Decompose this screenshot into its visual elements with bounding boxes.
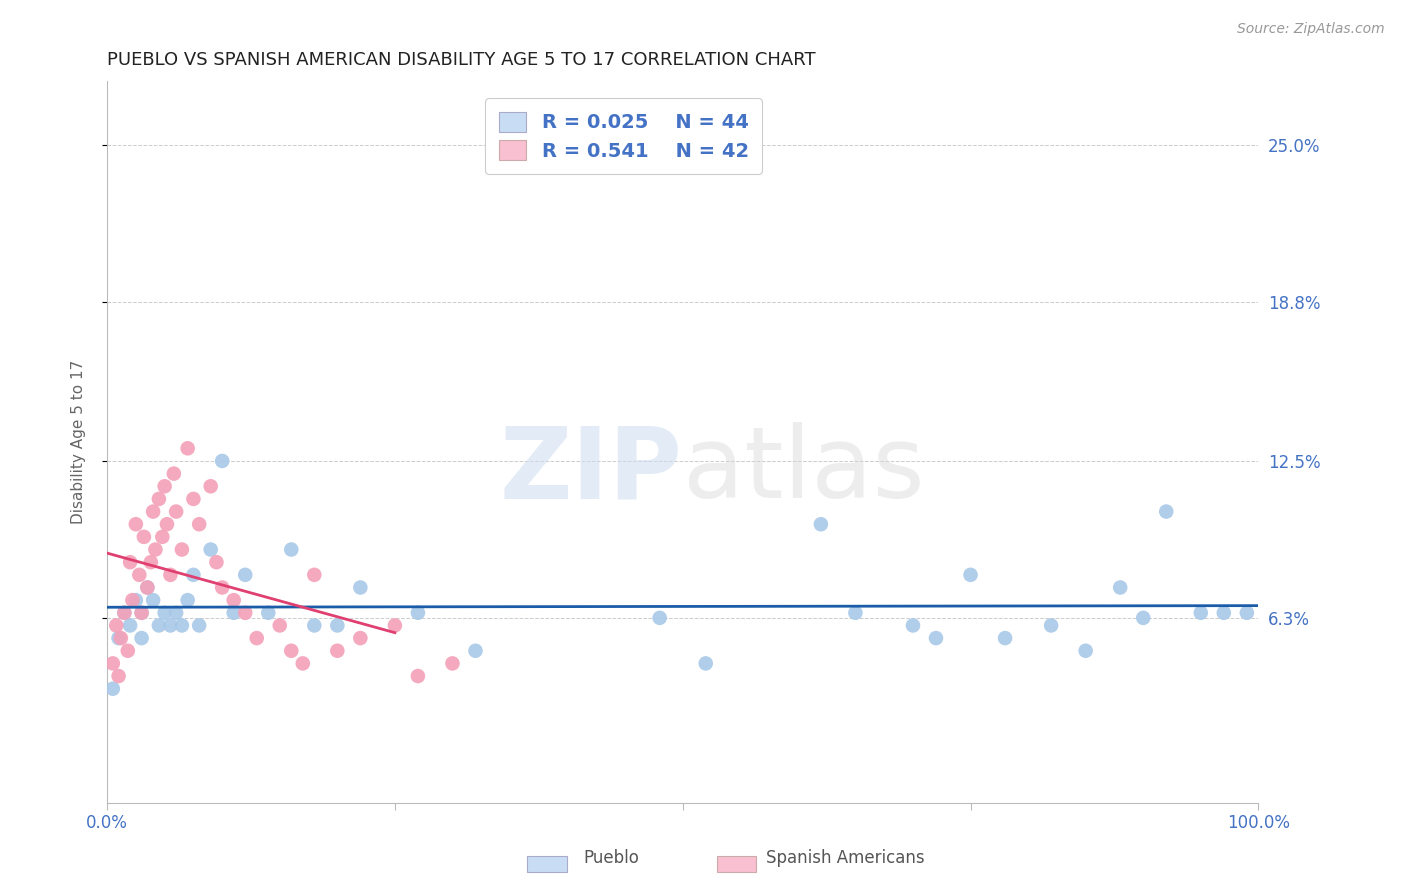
Point xyxy=(695,657,717,671)
Point xyxy=(176,593,198,607)
Point xyxy=(326,644,349,658)
Point xyxy=(132,530,155,544)
Point xyxy=(810,517,832,532)
Point xyxy=(441,657,464,671)
Point xyxy=(384,618,406,632)
Point xyxy=(139,555,162,569)
Text: atlas: atlas xyxy=(683,422,924,519)
Point xyxy=(150,530,173,544)
Point xyxy=(148,491,170,506)
Point xyxy=(1109,581,1132,595)
Point xyxy=(304,567,326,582)
Point xyxy=(1040,618,1063,632)
Point xyxy=(222,593,245,607)
Point xyxy=(994,631,1017,645)
Point xyxy=(110,631,132,645)
Text: PUEBLO VS SPANISH AMERICAN DISABILITY AGE 5 TO 17 CORRELATION CHART: PUEBLO VS SPANISH AMERICAN DISABILITY AG… xyxy=(107,51,815,69)
Point xyxy=(131,606,153,620)
Point xyxy=(349,581,371,595)
Point xyxy=(112,606,135,620)
Point xyxy=(120,618,142,632)
Point xyxy=(222,606,245,620)
Point xyxy=(156,517,179,532)
Text: Pueblo: Pueblo xyxy=(583,849,640,867)
Point xyxy=(200,479,222,493)
Point xyxy=(200,542,222,557)
Point xyxy=(211,454,233,468)
Point xyxy=(844,606,866,620)
Point xyxy=(648,611,671,625)
Point xyxy=(136,581,159,595)
Y-axis label: Disability Age 5 to 17: Disability Age 5 to 17 xyxy=(72,359,86,524)
Text: Source: ZipAtlas.com: Source: ZipAtlas.com xyxy=(1237,22,1385,37)
Point xyxy=(464,644,486,658)
Point xyxy=(105,618,128,632)
Point xyxy=(211,581,233,595)
Point xyxy=(117,644,139,658)
Point xyxy=(125,517,148,532)
Point xyxy=(326,618,349,632)
Point xyxy=(901,618,924,632)
Point xyxy=(159,567,181,582)
Point xyxy=(246,631,269,645)
Point xyxy=(406,606,429,620)
Point xyxy=(159,618,181,632)
Point xyxy=(121,593,143,607)
Point xyxy=(131,631,153,645)
Point xyxy=(1236,606,1258,620)
Text: Spanish Americans: Spanish Americans xyxy=(766,849,925,867)
Legend: R = 0.025    N = 44, R = 0.541    N = 42: R = 0.025 N = 44, R = 0.541 N = 42 xyxy=(485,98,762,174)
Point xyxy=(142,593,165,607)
Point xyxy=(148,618,170,632)
Point xyxy=(128,567,150,582)
Point xyxy=(1189,606,1212,620)
Point xyxy=(291,657,314,671)
Point xyxy=(269,618,291,632)
Point xyxy=(1154,505,1177,519)
Point xyxy=(349,631,371,645)
Point xyxy=(107,669,129,683)
Point xyxy=(136,581,159,595)
Point xyxy=(406,669,429,683)
Point xyxy=(183,491,205,506)
Point xyxy=(205,555,228,569)
Point xyxy=(120,555,142,569)
Point xyxy=(176,442,198,456)
Point xyxy=(280,644,302,658)
Point xyxy=(101,681,124,696)
Point xyxy=(145,542,167,557)
Point xyxy=(170,542,193,557)
Point xyxy=(112,606,135,620)
Point xyxy=(233,567,256,582)
Point xyxy=(959,567,981,582)
Point xyxy=(153,479,176,493)
Point xyxy=(183,567,205,582)
Point xyxy=(280,542,302,557)
Point xyxy=(165,606,187,620)
Point xyxy=(165,505,187,519)
Point xyxy=(163,467,186,481)
Point xyxy=(153,606,176,620)
Point xyxy=(101,657,124,671)
Point xyxy=(1212,606,1234,620)
Point xyxy=(188,517,211,532)
Point xyxy=(170,618,193,632)
Point xyxy=(257,606,280,620)
Point xyxy=(1074,644,1097,658)
Point xyxy=(233,606,256,620)
Point xyxy=(142,505,165,519)
Point xyxy=(1132,611,1154,625)
Point xyxy=(131,606,153,620)
Point xyxy=(304,618,326,632)
Point xyxy=(125,593,148,607)
Point xyxy=(188,618,211,632)
Point xyxy=(107,631,129,645)
Text: ZIP: ZIP xyxy=(501,422,683,519)
Point xyxy=(925,631,948,645)
